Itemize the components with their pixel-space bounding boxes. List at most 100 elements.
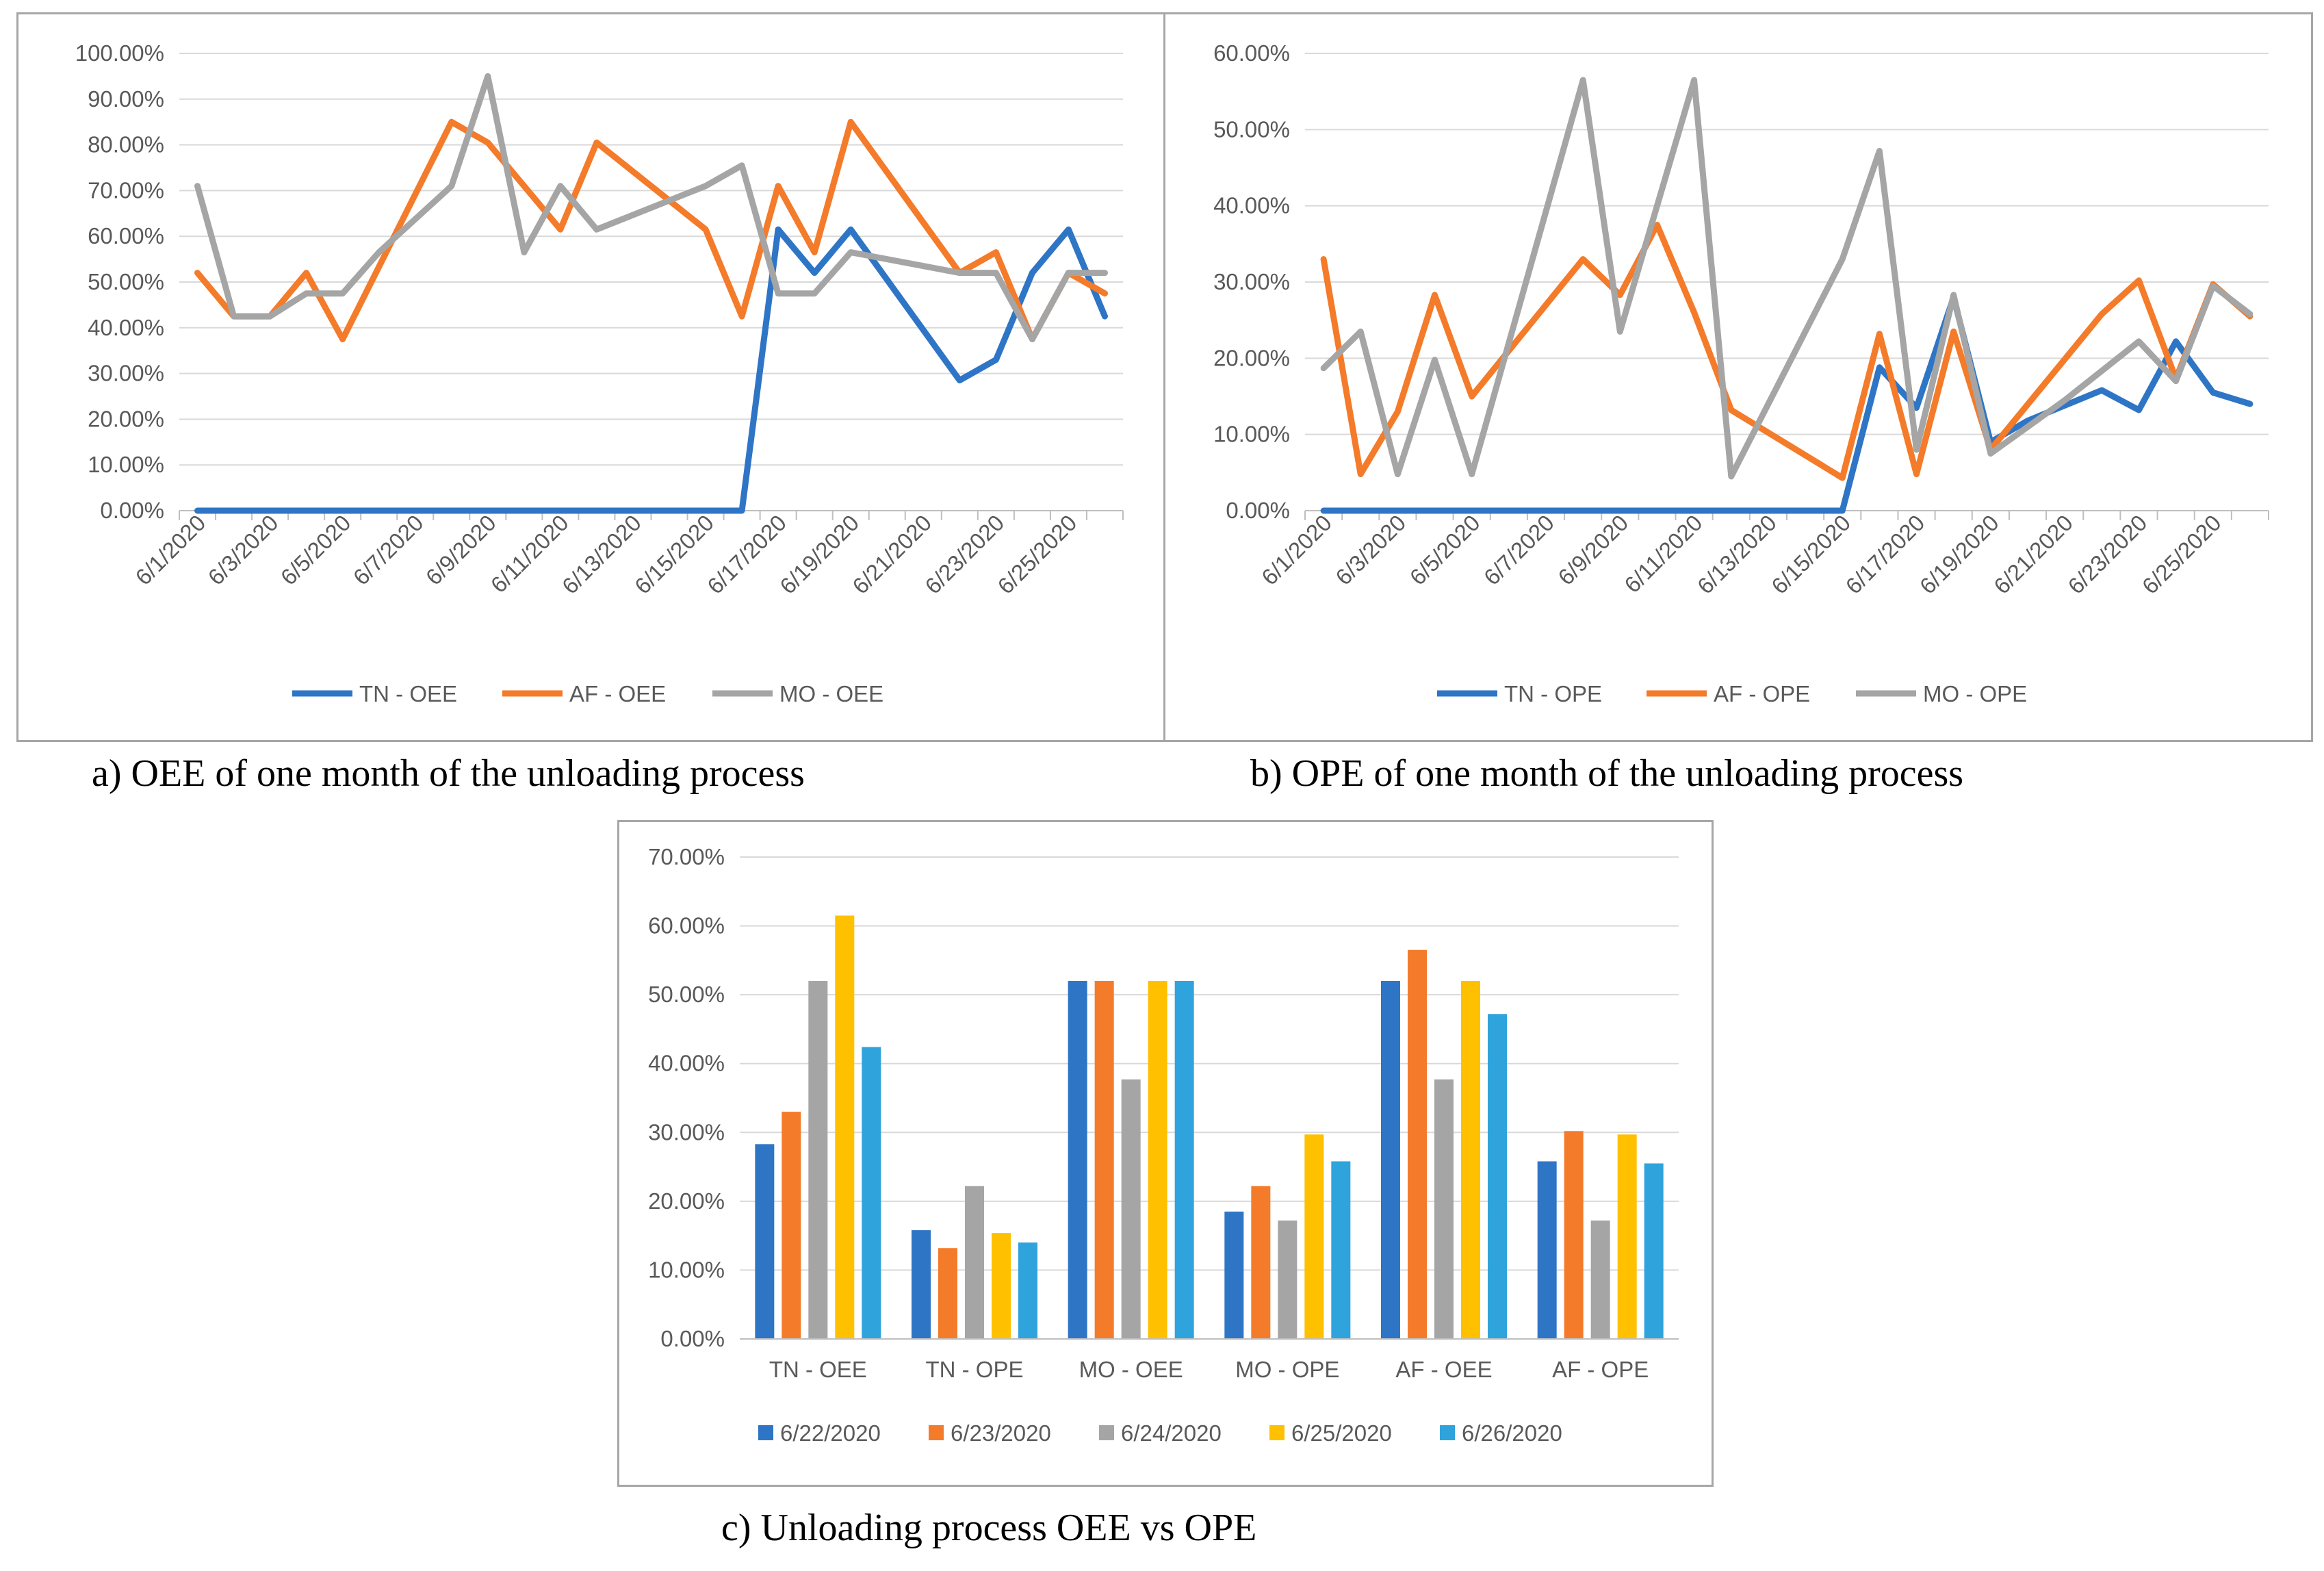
y-tick-label: 40.00%: [88, 315, 164, 340]
legend-label: 6/26/2020: [1462, 1420, 1562, 1446]
bar: [1408, 949, 1427, 1339]
x-tick-label: 6/5/2020: [1405, 510, 1485, 590]
bar: [1094, 981, 1114, 1339]
chart-panel-ope: 0.00% 10.00% 20.00% 30.00% 40.00% 50.00% 60.00…: [1163, 12, 2313, 742]
series-line-mo-oee: [194, 73, 1108, 342]
y-tick-label: 60.00%: [88, 223, 164, 248]
bar: [1537, 1161, 1557, 1339]
series-line-tn-oee: [194, 226, 1108, 514]
x-tick-label: 6/23/2020: [920, 510, 1009, 599]
x-tick-label: 6/23/2020: [2063, 510, 2152, 599]
legend-label: 6/24/2020: [1121, 1420, 1222, 1446]
x-tick-label: 6/25/2020: [992, 510, 1081, 599]
legend-label: AF - OPE: [1714, 681, 1810, 706]
y-tick-label: 30.00%: [648, 1119, 725, 1145]
x-tick-label: 6/17/2020: [702, 510, 791, 599]
x-tick-label: 6/19/2020: [1915, 510, 2004, 599]
legend-label: 6/25/2020: [1291, 1420, 1392, 1446]
bar: [1644, 1163, 1664, 1339]
x-category-label: MO - OEE: [1079, 1357, 1183, 1382]
ope-line-chart: 0.00% 10.00% 20.00% 30.00% 40.00% 50.00% 60.00…: [1213, 40, 2269, 706]
legend-label: AF - OEE: [569, 681, 666, 706]
y-tick-label: 40.00%: [1213, 193, 1290, 218]
bar: [755, 1144, 775, 1339]
y-tick-label: 100.00%: [75, 40, 164, 66]
bar: [1617, 1134, 1637, 1339]
y-tick-label: 60.00%: [1213, 40, 1290, 66]
x-tick-label: 6/7/2020: [348, 510, 428, 590]
x-category-label: AF - OEE: [1395, 1357, 1492, 1382]
y-tick-label: 0.00%: [660, 1326, 725, 1351]
y-tick-label: 90.00%: [88, 86, 164, 112]
y-tick-label: 30.00%: [1213, 269, 1290, 294]
series-line-mo-ope: [1320, 77, 2254, 480]
y-tick-label: 20.00%: [648, 1188, 725, 1214]
bar: [1434, 1079, 1454, 1339]
bar: [1304, 1134, 1324, 1339]
y-tick-label: 40.00%: [648, 1051, 725, 1076]
legend-label: MO - OEE: [779, 681, 883, 706]
y-tick-label: 10.00%: [88, 452, 164, 477]
oee-vs-ope-bar-chart: 0.00% 10.00% 20.00% 30.00% 40.00% 50.00% 60.00…: [648, 844, 1679, 1446]
y-tick-label: 0.00%: [100, 498, 164, 523]
x-tick-label: 6/15/2020: [1766, 510, 1855, 599]
bar: [1224, 1211, 1244, 1339]
series-line-tn-ope: [1320, 294, 2254, 514]
legend-label: TN - OPE: [1504, 681, 1602, 706]
series-line-af-oee: [194, 118, 1108, 342]
x-tick-label: 6/3/2020: [203, 510, 283, 590]
bar: [1121, 1079, 1141, 1339]
bar: [965, 1186, 984, 1339]
legend-label: MO - OPE: [1923, 681, 2027, 706]
bar: [1461, 981, 1480, 1339]
y-tick-label: 20.00%: [1213, 345, 1290, 370]
y-tick-label: 60.00%: [648, 913, 725, 938]
y-tick-label: 50.00%: [88, 269, 164, 294]
bar: [1018, 1242, 1037, 1339]
bar: [992, 1233, 1011, 1339]
y-tick-label: 10.00%: [1213, 422, 1290, 447]
bar: [1174, 981, 1194, 1339]
bar: [782, 1112, 801, 1339]
bar: [1590, 1221, 1610, 1339]
y-tick-label: 70.00%: [648, 844, 725, 869]
chart-panel-oee: 0.00% 10.00% 20.00% 30.00% 40.00% 50.00% 60.00…: [16, 12, 1166, 742]
y-tick-label: 80.00%: [88, 132, 164, 157]
x-category-label: TN - OEE: [769, 1357, 867, 1382]
x-tick-label: 6/3/2020: [1330, 510, 1410, 590]
y-tick-label: 0.00%: [1226, 498, 1290, 523]
x-tick-label: 6/13/2020: [1692, 510, 1781, 599]
bar: [808, 981, 828, 1339]
bar: [1488, 1014, 1507, 1339]
oee-line-chart: 0.00% 10.00% 20.00% 30.00% 40.00% 50.00% 60.00…: [75, 40, 1124, 706]
x-tick-label: 6/13/2020: [557, 510, 646, 599]
x-tick-label: 6/25/2020: [2137, 510, 2226, 599]
bar: [862, 1047, 881, 1339]
bar: [1148, 981, 1167, 1339]
x-tick-label: 6/15/2020: [630, 510, 719, 599]
caption-oee-vs-ope: c) Unloading process OEE vs OPE: [721, 1507, 1257, 1549]
legend-swatch: [1269, 1425, 1284, 1440]
legend-swatch: [929, 1425, 944, 1440]
x-tick-label: 6/11/2020: [1619, 510, 1707, 598]
y-tick-label: 70.00%: [88, 177, 164, 203]
bar: [1331, 1161, 1351, 1339]
y-tick-label: 50.00%: [1213, 116, 1290, 142]
bar: [912, 1230, 931, 1339]
legend-label: TN - OEE: [359, 681, 457, 706]
legend-label: 6/22/2020: [780, 1420, 881, 1446]
x-tick-label: 6/21/2020: [847, 510, 936, 599]
bar: [1251, 1186, 1271, 1339]
y-tick-label: 10.00%: [648, 1257, 725, 1282]
caption-oee: a) OEE of one month of the unloading pro…: [92, 752, 805, 795]
legend-swatch: [1099, 1425, 1114, 1440]
x-tick-label: 6/17/2020: [1841, 510, 1930, 599]
bar: [1381, 981, 1400, 1339]
legend-swatch: [758, 1425, 773, 1440]
x-category-label: TN - OPE: [925, 1357, 1023, 1382]
caption-ope: b) OPE of one month of the unloading pro…: [1250, 752, 1964, 795]
y-tick-label: 50.00%: [648, 982, 725, 1007]
legend-swatch: [1440, 1425, 1455, 1440]
x-category-label: MO - OPE: [1235, 1357, 1339, 1382]
bar: [1564, 1131, 1584, 1339]
